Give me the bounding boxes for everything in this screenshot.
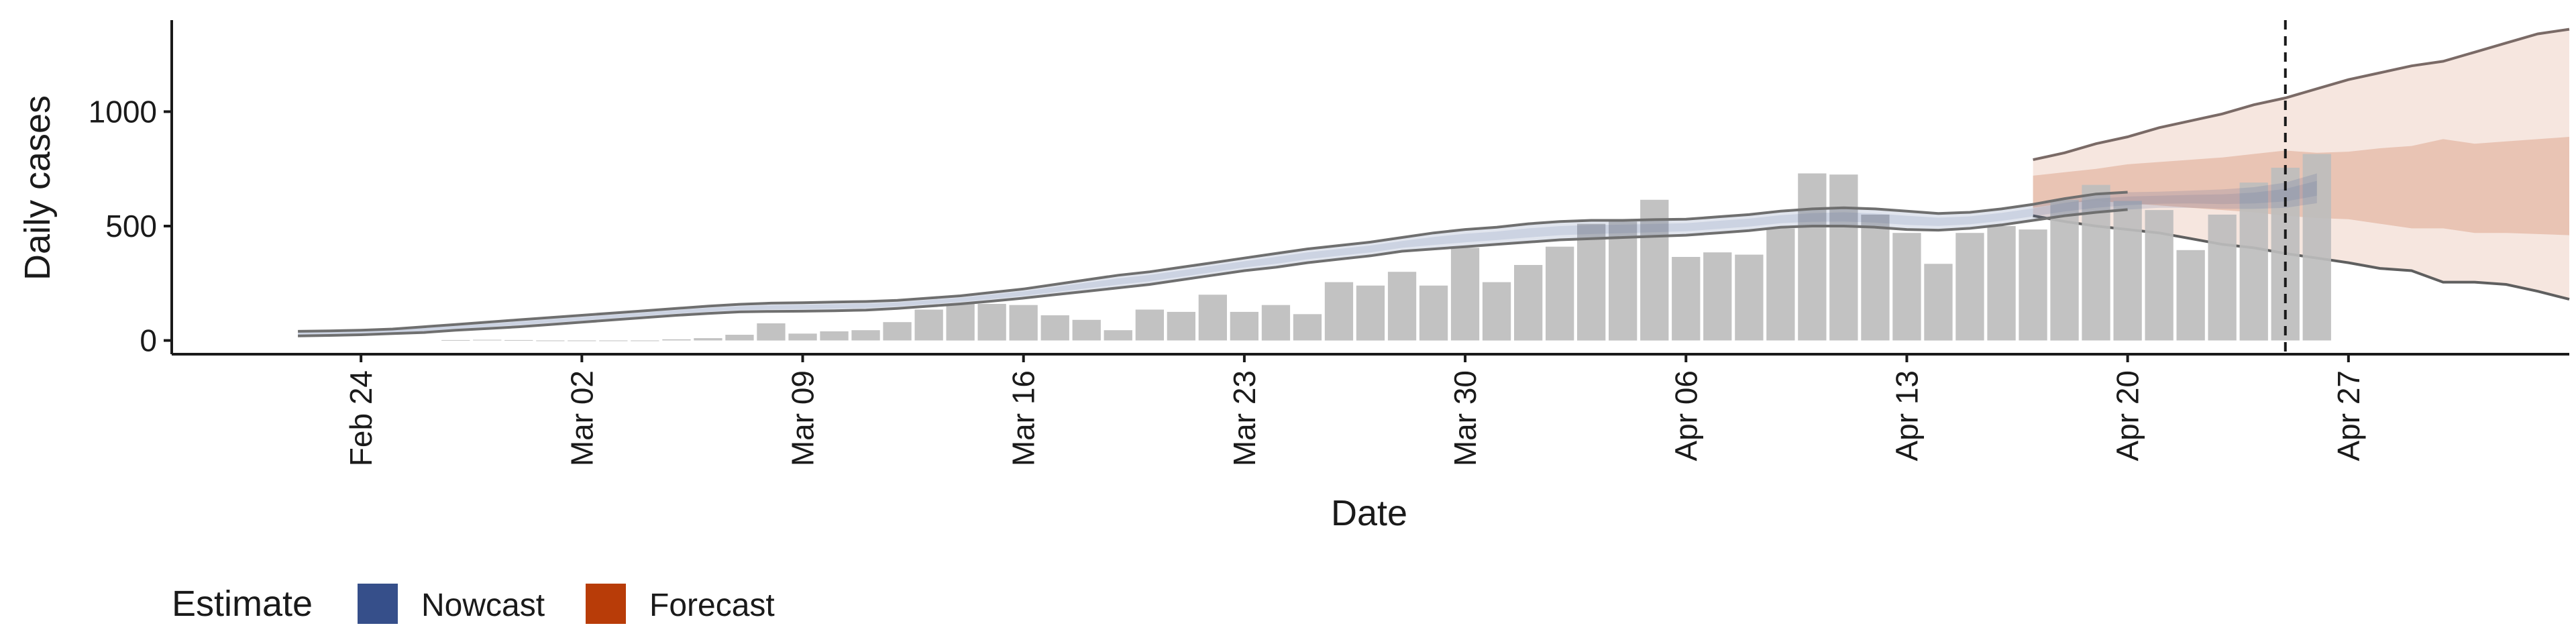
nowcast-inner-band — [298, 180, 2317, 335]
x-tick-label-2020-03-09: Mar 09 — [786, 370, 820, 466]
bar-day-51 — [2019, 229, 2047, 341]
x-tick-label-2020-04-13: Apr 13 — [1889, 370, 1924, 462]
bar-day-42 — [1735, 254, 1764, 341]
bar-day-16 — [914, 309, 943, 341]
bar-day-14 — [851, 330, 880, 341]
y-axis-title: Daily cases — [17, 95, 58, 280]
y-tick-label-0: 0 — [140, 323, 157, 358]
x-tick-label-2020-03-16: Mar 16 — [1006, 370, 1041, 466]
bar-day-54 — [2113, 201, 2142, 341]
bar-day-39 — [1640, 199, 1669, 341]
bar-day-11 — [757, 323, 786, 341]
bar-day-32 — [1419, 285, 1448, 341]
bar-day-30 — [1356, 285, 1385, 341]
bar-day-19 — [1009, 305, 1038, 341]
y-tick-label-500: 500 — [105, 209, 157, 244]
nowcast-lower-line — [298, 208, 2128, 337]
forecast-inner-band — [2033, 137, 2569, 235]
legend-label-nowcast: Nowcast — [421, 588, 545, 623]
observed-bars — [441, 154, 2331, 341]
bar-day-2 — [473, 339, 502, 341]
x-tick-label-2020-02-24: Feb 24 — [343, 370, 378, 466]
legend: Estimate Nowcast Forecast — [172, 584, 775, 624]
bar-day-12 — [788, 333, 817, 341]
x-tick-label-2020-04-20: Apr 20 — [2110, 370, 2145, 462]
bar-day-17 — [946, 304, 975, 341]
bar-day-26 — [1230, 311, 1258, 341]
bar-day-44 — [1798, 173, 1827, 341]
bar-day-52 — [2050, 199, 2079, 341]
bar-day-8 — [662, 339, 691, 341]
tick-labels: 0 500 1000 Feb 24 Mar 02 Mar 09 Mar 16 Mar 23 Ma… — [89, 94, 2366, 466]
x-axis-title: Date — [1331, 493, 1407, 533]
bar-day-15 — [883, 322, 912, 341]
legend-key-forecast — [586, 584, 626, 624]
bar-day-13 — [820, 331, 849, 341]
bar-day-46 — [1861, 214, 1890, 341]
bar-day-29 — [1324, 282, 1354, 341]
bar-day-34 — [1482, 282, 1511, 341]
bar-day-48 — [1924, 264, 1953, 341]
x-tick-label-2020-04-27: Apr 27 — [2331, 370, 2366, 462]
bar-day-10 — [725, 335, 754, 341]
bar-day-35 — [1514, 265, 1543, 341]
x-tick-label-2020-04-06: Apr 06 — [1668, 370, 1703, 462]
bar-day-27 — [1261, 305, 1291, 341]
bar-day-45 — [1829, 174, 1858, 341]
bar-day-55 — [2145, 210, 2174, 341]
x-tick-label-2020-03-02: Mar 02 — [564, 370, 599, 466]
bar-day-33 — [1450, 248, 1480, 341]
bar-day-24 — [1167, 311, 1195, 341]
bar-day-3 — [504, 339, 533, 341]
nowcast-band — [298, 173, 2317, 336]
x-tick-label-2020-03-30: Mar 30 — [1448, 370, 1483, 466]
bar-day-9 — [694, 338, 722, 341]
axes — [164, 20, 2569, 362]
y-tick-label-1000: 1000 — [89, 94, 157, 129]
bar-day-22 — [1104, 330, 1132, 341]
bar-day-36 — [1546, 246, 1574, 341]
bar-day-23 — [1135, 309, 1164, 341]
forecast-upper-line — [2033, 28, 2570, 162]
bar-day-20 — [1040, 315, 1069, 341]
x-tick-label-2020-03-23: Mar 23 — [1227, 370, 1262, 466]
bar-day-60 — [2302, 154, 2331, 341]
bar-day-38 — [1609, 221, 1638, 341]
legend-key-nowcast — [358, 584, 398, 624]
bar-day-50 — [1987, 226, 2016, 341]
bar-day-1 — [441, 339, 470, 341]
bar-day-47 — [1892, 233, 1921, 341]
bar-day-43 — [1766, 228, 1795, 341]
bar-day-25 — [1198, 294, 1227, 341]
bar-day-41 — [1703, 252, 1732, 341]
legend-title: Estimate — [172, 584, 313, 624]
bar-day-28 — [1293, 314, 1322, 341]
nowcast-layer — [298, 173, 2317, 337]
bar-day-58 — [2239, 182, 2268, 341]
bar-day-49 — [1955, 233, 1984, 341]
bar-day-18 — [977, 304, 1006, 341]
bar-day-40 — [1672, 257, 1701, 341]
nowcast-upper-line — [298, 191, 2128, 333]
bar-day-56 — [2176, 250, 2205, 341]
bar-day-57 — [2208, 214, 2237, 341]
legend-label-forecast: Forecast — [649, 588, 775, 623]
bar-day-37 — [1577, 223, 1606, 341]
bar-day-31 — [1387, 272, 1417, 341]
bar-day-21 — [1072, 319, 1101, 341]
